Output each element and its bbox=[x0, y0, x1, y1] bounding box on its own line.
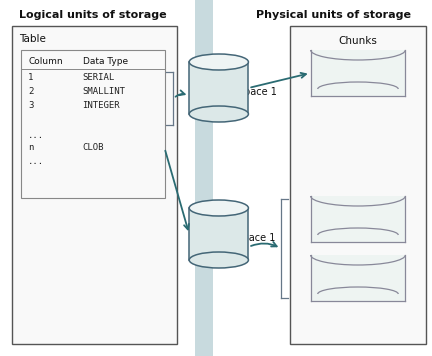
Bar bbox=[189, 62, 248, 114]
Bar bbox=[22, 50, 165, 198]
Text: Table: Table bbox=[19, 34, 46, 44]
Text: Column: Column bbox=[29, 57, 63, 66]
Ellipse shape bbox=[189, 106, 248, 122]
Bar bbox=[311, 255, 405, 301]
Bar bbox=[311, 196, 405, 242]
Bar bbox=[12, 26, 178, 344]
Text: Physical units of storage: Physical units of storage bbox=[256, 10, 411, 20]
Text: ...: ... bbox=[29, 157, 44, 166]
Text: ...: ... bbox=[29, 131, 44, 140]
Bar bbox=[189, 208, 248, 260]
Text: 3: 3 bbox=[29, 100, 34, 110]
Text: Chunk 1: Chunk 1 bbox=[338, 68, 378, 78]
Text: Sbspace 1: Sbspace 1 bbox=[225, 233, 275, 243]
Text: Dbspace 1: Dbspace 1 bbox=[225, 87, 276, 97]
Text: SMALLINT: SMALLINT bbox=[83, 87, 126, 95]
Text: 1: 1 bbox=[29, 73, 34, 82]
Text: Logical units of storage: Logical units of storage bbox=[19, 10, 166, 20]
Text: Chunk 2: Chunk 2 bbox=[338, 273, 378, 283]
Text: n: n bbox=[29, 143, 34, 152]
Ellipse shape bbox=[189, 252, 248, 268]
Text: Chunks: Chunks bbox=[339, 36, 378, 46]
Ellipse shape bbox=[189, 54, 248, 70]
Bar bbox=[290, 26, 426, 344]
Text: CLOB: CLOB bbox=[83, 143, 104, 152]
Text: SERIAL: SERIAL bbox=[83, 73, 115, 82]
Text: INTEGER: INTEGER bbox=[83, 100, 120, 110]
Bar bbox=[195, 0, 213, 356]
Bar bbox=[311, 50, 405, 96]
Text: Chunk 1: Chunk 1 bbox=[338, 214, 378, 224]
Text: Data Type: Data Type bbox=[83, 57, 128, 66]
Text: 2: 2 bbox=[29, 87, 34, 95]
Ellipse shape bbox=[189, 200, 248, 216]
